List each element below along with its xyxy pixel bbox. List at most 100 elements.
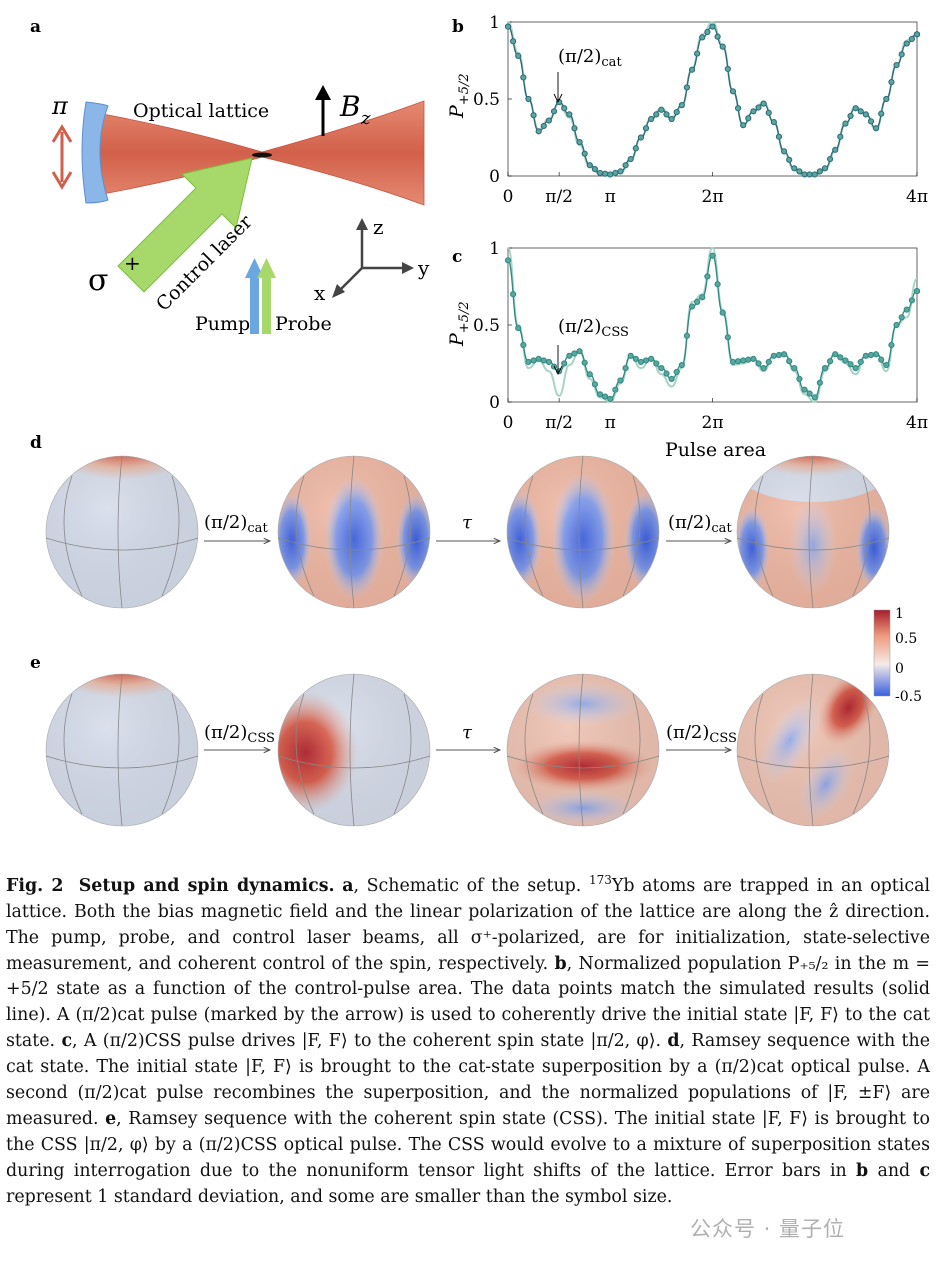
chart-c-data-point xyxy=(857,358,864,366)
chart-c-data-point xyxy=(745,356,752,363)
chart-c-data-point xyxy=(688,303,696,310)
colorbar-tick-1: 1 xyxy=(895,606,904,622)
chart-b-data-point xyxy=(862,111,869,118)
chart-b-data-point xyxy=(893,62,900,69)
chart-b-ylabel: P+5/2 xyxy=(446,73,472,119)
sigma-superscript: + xyxy=(124,251,141,275)
chart-b-data-point xyxy=(571,125,578,132)
panel-e: e (π/2)CSS τ xyxy=(30,653,890,827)
chart-c-data-point xyxy=(581,359,588,366)
chart-b-data-point xyxy=(658,106,665,113)
pi-label: π xyxy=(51,92,69,120)
chart-c-data-point xyxy=(648,355,655,362)
chart-b-data-point xyxy=(821,165,829,172)
chart-c-data-point xyxy=(806,390,813,397)
chart-b-data-point xyxy=(842,120,849,127)
chart-c-data-point xyxy=(826,358,834,365)
chart-c-xtick-label: π/2 xyxy=(545,413,573,433)
chart-c-data-point xyxy=(540,357,547,364)
chart-b-data-point xyxy=(648,115,655,123)
sphere-meridian-left xyxy=(295,475,315,597)
sphere-meridian-left xyxy=(524,475,544,597)
figure-canvas: a π Optical lattice B z Control laser σ … xyxy=(30,13,928,827)
chart-c-data-point xyxy=(673,368,680,376)
arrow-e2-label: τ xyxy=(462,722,473,743)
chart-b-data-point xyxy=(632,145,639,152)
chart-c-data-point xyxy=(867,351,875,359)
probe-beam xyxy=(257,258,276,334)
chart-c-data-point xyxy=(627,352,634,359)
chart-c-data-point xyxy=(811,394,818,401)
sphere-gridlines-e xyxy=(45,673,890,827)
colorbar-gradient xyxy=(873,609,891,697)
axis-y-label: y xyxy=(417,256,430,280)
chart-c-data-point xyxy=(780,351,788,358)
panel-a: a π Optical lattice B z Control laser σ … xyxy=(30,17,430,335)
caption-c-label-2: c xyxy=(919,1160,931,1181)
sphere-gridlines-d xyxy=(45,455,890,609)
chart-b-data-point xyxy=(586,162,593,169)
chart-c-data-point xyxy=(770,352,777,359)
chart-b-data-point xyxy=(545,117,553,124)
caption-a-text-2: Yb atoms are trapped in an optical latti… xyxy=(6,875,931,974)
chart-b-data-point xyxy=(878,110,885,117)
chart-c-data-point xyxy=(694,298,701,305)
chart-b-data-point xyxy=(596,169,604,177)
sphere-meridian-right xyxy=(622,475,641,597)
chart-b-data-point xyxy=(724,65,731,73)
axis-z-label: z xyxy=(373,215,384,239)
chart-b-data-point xyxy=(607,171,614,178)
chart-c-data-point xyxy=(591,381,599,388)
chart-b-data-point xyxy=(729,88,737,95)
fig-title: Setup and spin dynamics. xyxy=(78,875,335,896)
chart-c-data-point xyxy=(596,391,604,398)
sphere-equator xyxy=(506,537,660,551)
chart-b-data-point xyxy=(540,122,547,130)
chart-c-data-point xyxy=(530,357,537,364)
chart-b-data-point xyxy=(637,134,645,141)
chart-b-data-point xyxy=(760,100,767,107)
chart-b-data-point xyxy=(515,52,522,59)
sphere-equator xyxy=(736,755,890,769)
chart-c-data-point xyxy=(883,361,890,369)
watermark: 公众号 · 量子位 xyxy=(690,1217,846,1241)
chart-b-data-point xyxy=(678,102,685,109)
chart-c-xtick-label: 2π xyxy=(702,413,724,433)
bz-label: B xyxy=(339,90,361,123)
chart-c-data-point xyxy=(612,386,619,393)
sphere-outline xyxy=(506,455,660,609)
chart-b-data-point xyxy=(873,125,880,132)
chart-c-data-point xyxy=(602,393,609,400)
chart-b-ytick-label: 1 xyxy=(489,13,500,33)
chart-b-data-point xyxy=(903,40,910,47)
sphere-meridian xyxy=(349,673,355,827)
chart-c-data-point xyxy=(504,257,512,264)
chart-c-data-point xyxy=(760,365,767,372)
sphere-equator xyxy=(736,537,890,551)
chart-c-data-point xyxy=(796,375,803,382)
sphere-meridian-right xyxy=(622,693,641,815)
chart-b-data-point xyxy=(714,33,721,40)
arrow-e3-label: (π/2)CSS xyxy=(666,722,737,746)
arrow-d1: (π/2)cat xyxy=(204,512,270,541)
arrow-d2-label: τ xyxy=(462,512,473,533)
caption-end-text: represent 1 standard deviation, and some… xyxy=(6,1186,673,1207)
chart-b-data-point xyxy=(908,35,915,43)
chart-c-data-point xyxy=(699,294,706,301)
chart-b-annotation: (π/2)cat xyxy=(553,46,622,104)
colorbar-tick-0.5: 0.5 xyxy=(895,631,917,647)
chart-c-data-point xyxy=(678,361,685,369)
pump-beam xyxy=(245,258,264,334)
chart-b-data-point xyxy=(765,109,772,116)
sphere-meridian-right xyxy=(393,475,412,597)
caption-c-label: c xyxy=(61,1031,73,1052)
chart-b-data-point xyxy=(883,95,890,103)
panel-label-c: c xyxy=(452,247,462,267)
sphere-equator xyxy=(506,755,660,769)
chart-b-xtick-label: 2π xyxy=(702,187,724,207)
caption-b-label: b xyxy=(554,953,567,974)
chart-c-data-point xyxy=(878,356,885,363)
sphere-meridian xyxy=(578,455,584,609)
chart-c-data-point xyxy=(632,355,639,362)
sphere-meridian xyxy=(578,673,584,827)
